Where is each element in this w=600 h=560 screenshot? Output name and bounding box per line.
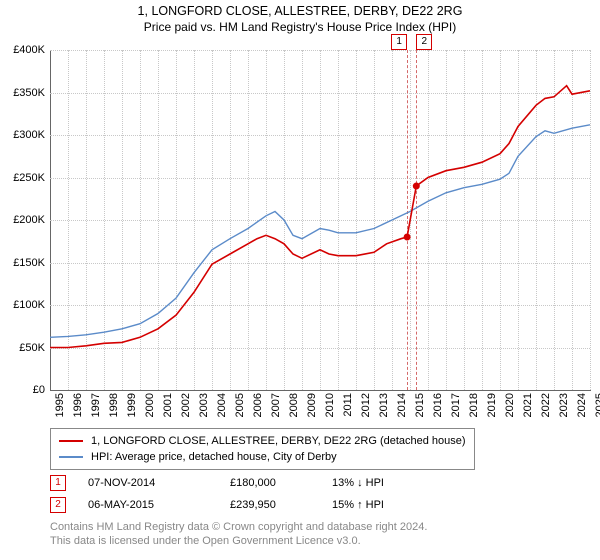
x-tick-label: 2016 (432, 393, 444, 417)
event-marker-1: 1 (50, 475, 66, 491)
x-tick-label: 1999 (126, 393, 138, 417)
x-tick-label: 2001 (162, 393, 174, 417)
sale-marker-box: 2 (416, 34, 432, 50)
x-tick-label: 2007 (270, 393, 282, 417)
x-tick-label: 2002 (180, 393, 192, 417)
event-row-1: 1 07-NOV-2014 £180,000 13% ↓ HPI (50, 472, 432, 494)
sale-events-table: 1 07-NOV-2014 £180,000 13% ↓ HPI 2 06-MA… (50, 472, 432, 516)
y-tick-label: £350K (0, 87, 45, 99)
x-tick-label: 1997 (90, 393, 102, 417)
x-tick-label: 2015 (414, 393, 426, 417)
y-tick-label: £200K (0, 214, 45, 226)
y-tick-label: £150K (0, 257, 45, 269)
event-date-1: 07-NOV-2014 (88, 477, 208, 489)
x-tick-label: 1998 (108, 393, 120, 417)
x-tick-label: 2004 (216, 393, 228, 417)
x-tick-label: 2006 (252, 393, 264, 417)
chart-title-line2: Price paid vs. HM Land Registry's House … (0, 20, 600, 34)
x-tick-label: 2003 (198, 393, 210, 417)
x-tick-label: 2020 (504, 393, 516, 417)
event-marker-2: 2 (50, 497, 66, 513)
x-tick-label: 2012 (360, 393, 372, 417)
legend-label-series2: HPI: Average price, detached house, City… (91, 449, 337, 465)
x-tick-label: 2025 (594, 393, 600, 417)
chart-title-line1: 1, LONGFORD CLOSE, ALLESTREE, DERBY, DE2… (0, 4, 600, 18)
x-tick-label: 1995 (54, 393, 66, 417)
legend-row-series1: 1, LONGFORD CLOSE, ALLESTREE, DERBY, DE2… (59, 433, 466, 449)
chart-footer: Contains HM Land Registry data © Crown c… (50, 520, 427, 548)
x-tick-label: 2010 (324, 393, 336, 417)
x-tick-label: 2005 (234, 393, 246, 417)
chart-title-block: 1, LONGFORD CLOSE, ALLESTREE, DERBY, DE2… (0, 0, 600, 34)
footer-line2: This data is licensed under the Open Gov… (50, 534, 427, 548)
series-lines (50, 50, 590, 390)
x-tick-label: 2009 (306, 393, 318, 417)
x-tick-label: 2021 (522, 393, 534, 417)
x-tick-label: 2000 (144, 393, 156, 417)
x-tick-label: 2008 (288, 393, 300, 417)
x-tick-label: 2018 (468, 393, 480, 417)
event-price-1: £180,000 (230, 477, 310, 489)
y-tick-label: £300K (0, 129, 45, 141)
y-tick-label: £50K (0, 342, 45, 354)
x-tick-label: 2024 (576, 393, 588, 417)
event-row-2: 2 06-MAY-2015 £239,950 15% ↑ HPI (50, 494, 432, 516)
x-tick-label: 2011 (342, 393, 354, 417)
sale-marker-box: 1 (391, 34, 407, 50)
legend-row-series2: HPI: Average price, detached house, City… (59, 449, 466, 465)
legend-swatch-series2 (59, 456, 83, 458)
y-tick-label: £0 (0, 384, 45, 396)
legend-swatch-series1 (59, 440, 83, 442)
x-tick-label: 2022 (540, 393, 552, 417)
event-pct-2: 15% ↑ HPI (332, 499, 432, 511)
y-tick-label: £400K (0, 44, 45, 56)
x-tick-label: 2014 (396, 393, 408, 417)
x-tick-label: 2019 (486, 393, 498, 417)
event-pct-1: 13% ↓ HPI (332, 477, 432, 489)
x-tick-label: 2013 (378, 393, 390, 417)
x-tick-label: 2017 (450, 393, 462, 417)
legend-label-series1: 1, LONGFORD CLOSE, ALLESTREE, DERBY, DE2… (91, 433, 466, 449)
event-price-2: £239,950 (230, 499, 310, 511)
event-date-2: 06-MAY-2015 (88, 499, 208, 511)
x-tick-label: 2023 (558, 393, 570, 417)
chart-plot-area: £0£50K£100K£150K£200K£250K£300K£350K£400… (50, 50, 590, 390)
chart-legend: 1, LONGFORD CLOSE, ALLESTREE, DERBY, DE2… (50, 428, 475, 470)
footer-line1: Contains HM Land Registry data © Crown c… (50, 520, 427, 534)
x-tick-label: 1996 (72, 393, 84, 417)
y-tick-label: £100K (0, 299, 45, 311)
y-tick-label: £250K (0, 172, 45, 184)
